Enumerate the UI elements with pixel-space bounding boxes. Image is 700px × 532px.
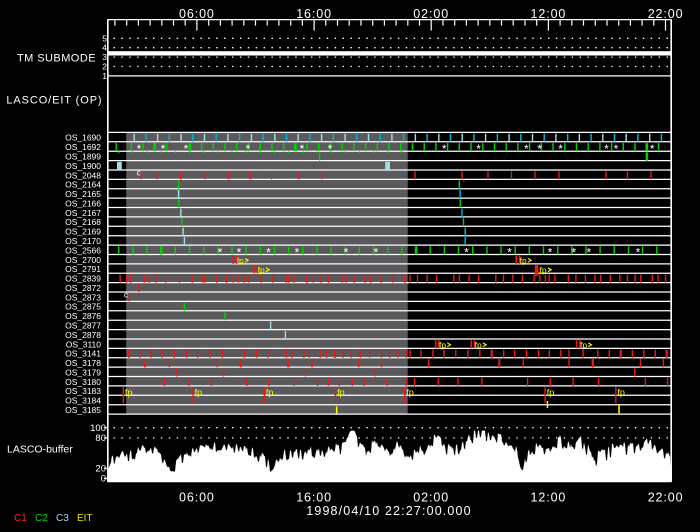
svg-text:OS_1690: OS_1690 (65, 133, 101, 143)
svg-text:OS_2791: OS_2791 (65, 264, 101, 274)
svg-text:OS_3185: OS_3185 (65, 405, 101, 415)
svg-text:3: 3 (102, 52, 107, 62)
svg-text:OS_3179: OS_3179 (65, 367, 101, 377)
svg-text:fp: fp (258, 265, 265, 275)
svg-text:*: * (137, 142, 142, 156)
svg-text:OS_2167: OS_2167 (65, 208, 101, 218)
svg-text:*: * (548, 245, 553, 259)
svg-text:fp: fp (475, 340, 482, 350)
svg-text:LASCO/EIT (OP): LASCO/EIT (OP) (6, 95, 102, 107)
svg-text:*: * (300, 142, 305, 156)
svg-text:100: 100 (90, 423, 106, 434)
svg-text:02:00: 02:00 (413, 491, 449, 505)
svg-text:OS_2877: OS_2877 (65, 321, 101, 331)
svg-text:OS_2166: OS_2166 (65, 198, 101, 208)
svg-text:*: * (524, 142, 529, 156)
svg-text:OS_2878: OS_2878 (65, 330, 101, 340)
svg-text:fp: fp (237, 256, 244, 266)
svg-text:fp: fp (125, 387, 133, 397)
svg-text:C1: C1 (14, 513, 27, 524)
svg-text:2: 2 (102, 62, 107, 72)
svg-text:*: * (266, 245, 271, 259)
svg-text:c: c (137, 167, 142, 177)
svg-text:fp: fp (266, 387, 274, 397)
svg-text:*: * (586, 245, 591, 259)
svg-text:OS_2048: OS_2048 (65, 170, 101, 180)
svg-text:OS_2165: OS_2165 (65, 189, 101, 199)
svg-text:fp: fp (439, 340, 446, 350)
svg-text:fp: fp (540, 265, 547, 275)
svg-text:06:00: 06:00 (179, 7, 215, 21)
svg-text:OS_2700: OS_2700 (65, 255, 101, 265)
svg-text:20: 20 (95, 464, 106, 475)
svg-text:12:00: 12:00 (531, 491, 567, 505)
svg-text:OS_1900: OS_1900 (65, 161, 101, 171)
svg-text:TM SUBMODE: TM SUBMODE (17, 53, 96, 65)
svg-text:OS_2566: OS_2566 (65, 245, 101, 255)
svg-text:OS_2164: OS_2164 (65, 180, 101, 190)
svg-text:*: * (218, 245, 223, 259)
svg-text:22:00: 22:00 (648, 7, 684, 21)
svg-text:*: * (650, 142, 655, 156)
svg-text:02:00: 02:00 (413, 7, 449, 21)
svg-text:*: * (184, 142, 189, 156)
svg-text:OS_3178: OS_3178 (65, 358, 101, 368)
svg-text:c: c (124, 289, 129, 299)
svg-text:1: 1 (102, 71, 107, 81)
svg-text:*: * (636, 245, 641, 259)
svg-text:5: 5 (102, 33, 107, 43)
svg-text:OS_3180: OS_3180 (65, 377, 101, 387)
svg-text:fp: fp (580, 340, 587, 350)
svg-text:OS_3183: OS_3183 (65, 386, 101, 396)
svg-text:fp: fp (617, 387, 625, 397)
svg-text:16:00: 16:00 (296, 491, 332, 505)
svg-text:fp: fp (406, 387, 414, 397)
svg-text:1998/04/10 22:27:00.000: 1998/04/10 22:27:00.000 (306, 504, 471, 518)
svg-text:fp: fp (195, 387, 203, 397)
svg-text:22:00: 22:00 (648, 491, 684, 505)
svg-text:*: * (558, 142, 563, 156)
svg-text:80: 80 (95, 433, 106, 444)
svg-text:*: * (604, 142, 609, 156)
svg-text:*: * (442, 142, 447, 156)
svg-text:OS_1692: OS_1692 (65, 142, 101, 152)
svg-text:EIT: EIT (77, 513, 93, 524)
svg-text:OS_2873: OS_2873 (65, 292, 101, 302)
svg-text:OS_2839: OS_2839 (65, 274, 101, 284)
svg-text:*: * (374, 245, 379, 259)
svg-text:12:00: 12:00 (531, 7, 567, 21)
svg-text:16:00: 16:00 (296, 7, 332, 21)
svg-text:*: * (237, 245, 242, 259)
svg-text:06:00: 06:00 (179, 491, 215, 505)
svg-text:OS_1899: OS_1899 (65, 152, 101, 162)
svg-text:OS_2875: OS_2875 (65, 302, 101, 312)
svg-text:C3: C3 (56, 513, 69, 524)
svg-text:*: * (344, 245, 349, 259)
svg-text:OS_2168: OS_2168 (65, 217, 101, 227)
svg-text:*: * (246, 142, 251, 156)
svg-text:*: * (464, 245, 469, 259)
svg-text:OS_2876: OS_2876 (65, 311, 101, 321)
svg-text:*: * (571, 245, 576, 259)
svg-text:*: * (295, 245, 300, 259)
svg-text:*: * (476, 142, 481, 156)
svg-text:OS_2170: OS_2170 (65, 236, 101, 246)
svg-text:OS_3141: OS_3141 (65, 349, 101, 359)
svg-text:OS_2872: OS_2872 (65, 283, 101, 293)
svg-text:fp: fp (337, 387, 345, 397)
svg-text:*: * (328, 142, 333, 156)
svg-text:LASCO-buffer: LASCO-buffer (7, 443, 73, 455)
svg-text:*: * (614, 142, 619, 156)
svg-text:fp: fp (520, 256, 527, 266)
svg-text:*: * (161, 142, 166, 156)
svg-text:*: * (507, 245, 512, 259)
svg-text:OS_3110: OS_3110 (66, 339, 102, 349)
svg-text:0: 0 (101, 474, 106, 485)
svg-text:C2: C2 (35, 513, 48, 524)
svg-text:*: * (537, 142, 542, 156)
svg-text:fp: fp (547, 387, 555, 397)
svg-text:OS_3184: OS_3184 (65, 396, 101, 406)
svg-text:OS_2169: OS_2169 (65, 227, 101, 237)
svg-text:4: 4 (102, 43, 107, 53)
